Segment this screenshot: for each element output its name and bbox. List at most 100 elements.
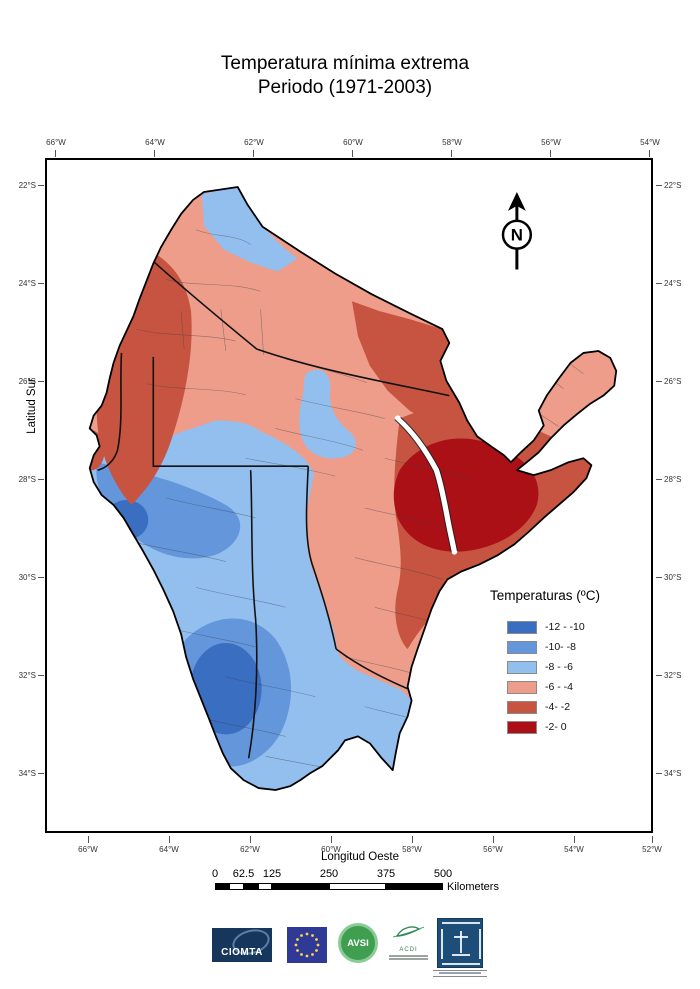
tick-label: 62°W [244,138,264,147]
tick-label: 64°W [159,845,179,854]
tick-label: 24°S [18,279,36,288]
eu-stars-icon [294,932,320,958]
tick-mark [656,773,662,774]
legend-swatch [507,620,537,634]
tick-mark [38,283,44,284]
tick-label: 34°S [18,769,36,778]
tick-label: 58°W [402,845,422,854]
tick-mark [656,283,662,284]
tick-label: 62°W [240,845,260,854]
tick-label: 60°W [321,845,341,854]
tick-label: 56°W [483,845,503,854]
legend-swatch [507,680,537,694]
scalebar-segment [272,883,329,890]
tick-label: 26°S [18,377,36,386]
y-axis-label: Latitud Sur [26,378,38,434]
legend-swatch [507,720,537,734]
scalebar-segment [329,883,386,890]
scalebar-unit: Kilometers [447,881,499,893]
tick-mark [88,836,89,843]
legend-swatch [507,660,537,674]
acdi-subtext-bar [389,958,428,960]
tick-label: 22°S [18,181,36,190]
tick-label: 34°S [664,769,682,778]
legend-item: -8 - -6 [507,657,600,677]
tick-mark [55,150,56,157]
tick-mark [352,150,353,157]
tick-mark [451,150,452,157]
tick-mark [656,479,662,480]
tick-mark [169,836,170,843]
logo-strip: CIOMTA AVSI ACDI [0,915,700,985]
tick-mark [38,479,44,480]
ciomta-logo: CIOMTA [212,928,272,962]
svg-text:N: N [511,226,523,245]
tick-label: 28°S [18,475,36,484]
page-title: Temperatura mínima extrema Periodo (1971… [0,52,690,100]
tick-label: 66°W [78,845,98,854]
scalebar-number: 125 [262,868,282,880]
tick-mark [331,836,332,843]
scalebar-segment [215,883,230,890]
tick-label: 28°S [664,475,682,484]
tick-mark [574,836,575,843]
tick-label: 64°W [145,138,165,147]
tick-mark [656,675,662,676]
tick-label: 32°S [664,671,682,680]
legend-item: -12 - -10 [507,617,600,637]
legend-item: -6 - -4 [507,677,600,697]
legend-swatch [507,700,537,714]
legend-label: -8 - -6 [545,661,574,673]
tick-label: 32°S [18,671,36,680]
tick-label: 60°W [343,138,363,147]
tick-label: 52°W [642,845,662,854]
legend-label: -6 - -4 [545,681,574,693]
tick-mark [38,577,44,578]
tick-label: 54°W [564,845,584,854]
tick-mark [656,185,662,186]
scalebar-segment [229,883,244,890]
tick-label: 66°W [46,138,66,147]
tick-mark [493,836,494,843]
tick-label: 30°S [18,573,36,582]
scalebar-segment [243,883,258,890]
tick-mark [38,185,44,186]
tick-label: 54°W [640,138,660,147]
tick-mark [652,836,653,843]
tick-mark [656,577,662,578]
scalebar-segment [257,883,272,890]
ciomta-label: CIOMTA [221,947,263,958]
legend-item: -10- -8 [507,637,600,657]
legend-label: -10- -8 [545,641,576,653]
tick-mark [250,836,251,843]
avsi-label: AVSI [347,937,369,949]
government-logo [437,918,483,968]
eu-flag-logo [287,927,327,963]
government-logo-caption [433,970,487,977]
avsi-logo: AVSI [338,923,378,963]
acdi-swoosh-icon [392,926,425,938]
legend-swatch [507,640,537,654]
tick-mark [38,381,44,382]
legend-label: -2- 0 [545,721,567,733]
map-legend: Temperaturas (ºC) -12 - -10 -10- -8 -8 - -… [490,588,600,737]
tick-mark [649,150,650,157]
tick-mark [253,150,254,157]
acdi-label: ACDI [399,947,418,953]
tick-mark [550,150,551,157]
scalebar-number: 0 [211,868,219,880]
title-line1: Temperatura mínima extrema [220,53,470,74]
legend-label: -12 - -10 [545,621,585,633]
scalebar-number: 375 [376,868,396,880]
scalebar: 0 62.5 125 250 375 500 Kilometers [0,868,700,898]
scalebar-number: 500 [433,868,453,880]
acdi-subtext-bar [389,955,428,957]
legend-item: -2- 0 [507,717,600,737]
tick-mark [38,773,44,774]
tick-label: 56°W [541,138,561,147]
scalebar-number: 250 [319,868,339,880]
tick-mark [154,150,155,157]
legend-label: -4- -2 [545,701,571,713]
tick-mark [412,836,413,843]
